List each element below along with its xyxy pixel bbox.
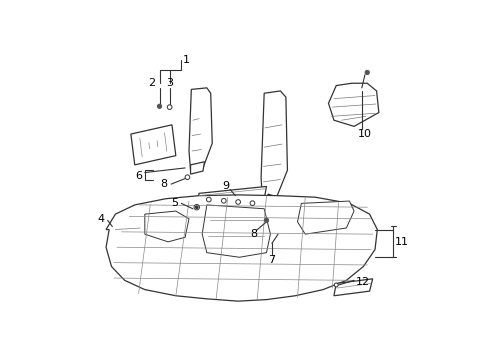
Polygon shape <box>144 211 189 242</box>
Polygon shape <box>190 162 204 174</box>
Text: 6: 6 <box>135 171 142 181</box>
Circle shape <box>235 200 240 204</box>
Text: 2: 2 <box>148 78 155 88</box>
Polygon shape <box>328 83 378 126</box>
Text: 3: 3 <box>166 78 173 88</box>
Text: 1: 1 <box>183 55 190 65</box>
Circle shape <box>221 198 225 203</box>
Text: 11: 11 <box>394 237 408 247</box>
Circle shape <box>206 197 211 202</box>
Polygon shape <box>261 91 287 201</box>
Polygon shape <box>131 125 176 165</box>
Circle shape <box>334 283 338 287</box>
Polygon shape <box>196 186 266 206</box>
Polygon shape <box>189 88 212 170</box>
Circle shape <box>264 219 268 222</box>
Circle shape <box>194 204 199 210</box>
Text: 10: 10 <box>357 129 371 139</box>
Polygon shape <box>106 195 377 301</box>
Polygon shape <box>266 194 282 216</box>
Polygon shape <box>114 211 142 245</box>
Circle shape <box>365 71 368 75</box>
Circle shape <box>185 175 189 180</box>
Text: 8: 8 <box>161 179 167 189</box>
Circle shape <box>250 201 254 206</box>
Text: 5: 5 <box>171 198 178 208</box>
Text: 12: 12 <box>356 277 370 287</box>
Text: 9: 9 <box>222 181 229 192</box>
Circle shape <box>157 104 161 108</box>
Text: 8: 8 <box>249 229 256 239</box>
Circle shape <box>195 206 198 208</box>
Polygon shape <box>297 201 353 234</box>
Text: 7: 7 <box>268 255 275 265</box>
Text: 4: 4 <box>98 214 105 224</box>
Polygon shape <box>202 205 270 257</box>
Circle shape <box>167 105 172 109</box>
Polygon shape <box>333 279 372 296</box>
